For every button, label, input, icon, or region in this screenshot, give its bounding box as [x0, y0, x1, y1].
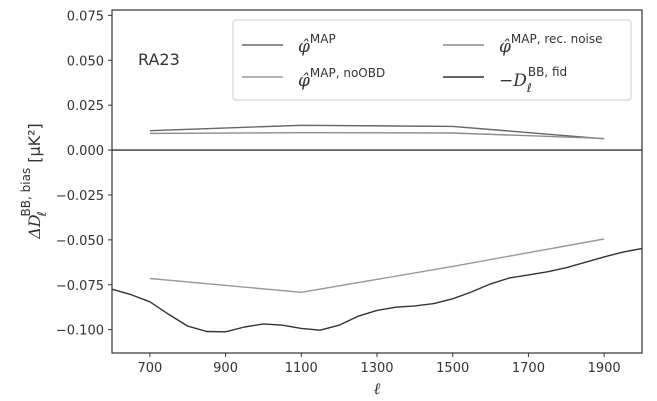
series-line-map [149, 124, 605, 140]
y-label-sup: BB, bias [19, 168, 33, 217]
x-tick-label: 900 [213, 361, 238, 376]
ticks-layer: 700 900 1100 1300 1500 1700 1900 −0.100 −0.075 −0… [56, 9, 621, 376]
series-line-noobd [149, 238, 605, 293]
legend-sup-rec-noise: MAP, rec. noise [511, 32, 603, 46]
y-tick-label: −0.025 [56, 189, 104, 204]
legend-sup-fid: BB, fid [528, 65, 567, 79]
legend: φ̂MAP φ̂MAP, rec. noise φ̂MAP, noOBD −Dℓ… [232, 19, 632, 101]
legend-box [232, 19, 632, 101]
x-axis-label: ℓ [374, 379, 381, 398]
x-tick-label: 700 [137, 361, 162, 376]
y-label-unit: [μK²] [25, 123, 44, 163]
legend-sub-fid: ℓ [526, 81, 532, 95]
x-tick-label: 1300 [360, 361, 393, 376]
legend-sup-noobd: MAP, noOBD [310, 66, 385, 80]
y-tick-label: −0.050 [56, 234, 104, 249]
legend-sup-map: MAP [310, 32, 336, 46]
y-tick-label: −0.100 [56, 324, 104, 339]
x-tick-label: 1900 [588, 361, 621, 376]
y-tick-label: 0.075 [67, 9, 104, 24]
y-label-sub: ℓ [35, 211, 49, 217]
y-label-main: ΔD [25, 214, 44, 240]
ra23-annotation: RA23 [138, 50, 180, 69]
y-tick-label: −0.075 [56, 279, 104, 294]
series-line-fid [111, 247, 643, 333]
x-tick-label: 1700 [512, 361, 545, 376]
x-tick-label: 1500 [436, 361, 469, 376]
y-tick-label: 0.025 [67, 99, 104, 114]
y-tick-label: 0.050 [67, 54, 104, 69]
y-axis-label: ΔDℓBB, bias [μK²] [19, 123, 49, 240]
series-line-rec-noise [149, 131, 605, 140]
x-tick-label: 1100 [285, 361, 318, 376]
y-tick-label: 0.000 [67, 144, 104, 159]
series-layer [111, 124, 643, 333]
